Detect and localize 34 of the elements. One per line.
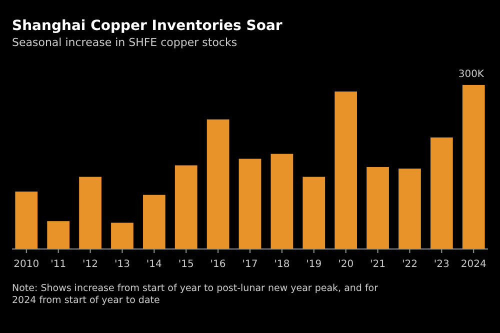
x-tick-label: '17	[242, 259, 258, 270]
bar	[398, 168, 421, 249]
bar	[462, 84, 485, 249]
x-tick-label: 2010	[14, 259, 40, 270]
bar	[142, 194, 166, 249]
bar	[79, 176, 102, 249]
x-tick-label: '12	[82, 259, 98, 270]
x-tick-label: '18	[274, 259, 290, 270]
bar	[47, 221, 70, 249]
x-tick-label: 2024	[460, 259, 486, 270]
x-tick-label: '23	[434, 259, 450, 270]
text: Note: Shows increase from start of year to post-lunar new year peak, and for 2024 from start of year to date	[12, 283, 378, 306]
chart-subtitle: Seasonal increase in SHFE copper stocks	[12, 36, 238, 49]
bar	[174, 165, 198, 249]
bar	[270, 154, 294, 249]
text: 300K	[458, 69, 484, 80]
x-tick-label: '15	[178, 259, 194, 270]
bar	[302, 176, 326, 249]
x-tick-label: '22	[402, 259, 418, 270]
x-tick-label: '13	[114, 259, 130, 270]
bar	[206, 119, 230, 249]
x-tick-label: '14	[146, 259, 162, 270]
x-tick-label: '21	[370, 259, 386, 270]
x-tick-label: '20	[338, 259, 354, 270]
x-tick-label: '16	[210, 259, 226, 270]
chart-title: Shanghai Copper Inventories Soar	[12, 18, 282, 34]
bar	[334, 92, 358, 249]
x-tick-label: '19	[306, 259, 322, 270]
bar	[111, 222, 134, 249]
bar	[430, 137, 453, 249]
bar	[15, 192, 38, 249]
bar	[238, 158, 262, 249]
bar	[366, 166, 389, 249]
x-tick-label: '11	[50, 259, 66, 270]
